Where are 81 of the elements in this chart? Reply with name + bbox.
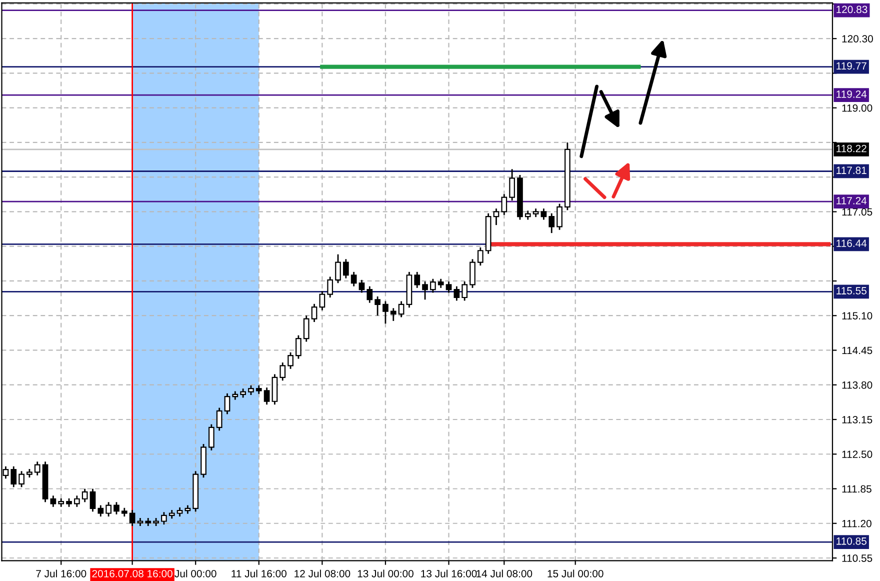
y-tick-label: 113.80: [842, 381, 872, 389]
y-tick-label: 113.15: [842, 416, 872, 424]
candlestick: [34, 460, 40, 476]
candlestick: [470, 258, 476, 289]
candlestick: [327, 276, 334, 298]
candlestick: [248, 384, 254, 396]
candlestick: [10, 466, 17, 488]
candlestick: [303, 314, 310, 342]
ref-line-label: 119.77: [836, 62, 866, 70]
candlestick: [224, 392, 230, 415]
y-tick-label: 119.00: [842, 104, 872, 112]
x-tick-label: 13 Jul 00:00: [358, 570, 414, 578]
candlestick: [422, 280, 428, 300]
candlestick: [446, 280, 452, 294]
candlestick: [311, 303, 318, 323]
ref-line-label: 110.85: [836, 537, 866, 545]
candlestick: [390, 307, 396, 322]
candlestick: [454, 286, 460, 302]
y-tick-label: 110.55: [842, 554, 872, 562]
candlestick: [342, 258, 349, 280]
candlestick: [288, 352, 294, 370]
y-tick-label: 114.45: [842, 346, 872, 354]
ref-line-label: 115.55: [836, 287, 866, 294]
candlestick: [176, 506, 183, 518]
candlestick: [556, 203, 562, 231]
candlestick: [82, 488, 88, 503]
candlestick: [350, 271, 357, 288]
candlestick: [114, 501, 120, 516]
x-tick-label: 13 Jul 16:00: [421, 570, 477, 578]
candlestick: [106, 501, 112, 518]
candlestick: [477, 246, 484, 266]
y-tick-label: 111.20: [842, 520, 872, 528]
candlestick: [524, 210, 531, 220]
candlestick: [548, 212, 555, 234]
x-tick-label: 12 Jul 08:00: [294, 570, 350, 578]
candlestick: [382, 300, 388, 324]
candlestick: [462, 280, 468, 302]
candlestick: [18, 470, 24, 488]
ref-line-label: 120.83: [836, 6, 868, 14]
candlestick: [540, 208, 547, 220]
x-tick-label: Jul 00:00: [174, 570, 216, 578]
candlestick: [374, 296, 380, 316]
y-tick-label: 111.85: [842, 485, 872, 493]
candlestick: [366, 286, 373, 304]
candlestick: [430, 278, 436, 294]
y-tick-label: 117.05: [842, 208, 872, 216]
x-tick-label: 15 Jul 00:00: [548, 570, 604, 578]
ref-line-label: 116.44: [836, 240, 867, 248]
y-tick-label: 120.30: [842, 35, 873, 42]
candlestick: [414, 271, 420, 289]
candlestick: [509, 168, 515, 202]
candlestick: [335, 254, 341, 284]
candlestick: [264, 386, 270, 406]
x-tick-label: 11 Jul 16:00: [232, 570, 286, 578]
candlestick: [438, 278, 444, 289]
ref-line-label: 117.24: [836, 197, 867, 204]
x-tick-label: 14 Jul 08:00: [476, 570, 532, 578]
candlestick: [90, 488, 96, 512]
ref-line-label: 118.22: [836, 144, 866, 152]
y-tick-label: 115.10: [842, 312, 872, 320]
candlestick: [50, 494, 56, 508]
candlestick: [216, 407, 222, 432]
ref-line-label: 119.24: [836, 90, 867, 98]
candlestick: [129, 509, 136, 527]
ref-line-label: 117.81: [836, 166, 866, 174]
candlestick: [240, 388, 246, 398]
candlestick: [74, 494, 80, 508]
candlestick: [296, 334, 302, 360]
x-tick-label: 7 Jul 16:00: [36, 570, 86, 578]
candlestick: [398, 300, 404, 318]
candlestick: [493, 208, 500, 226]
x-tick-label: 2016.07.08 16:00: [92, 570, 172, 578]
candlestick: [280, 362, 286, 382]
candlestick: [319, 290, 326, 311]
candlestick: [358, 279, 365, 294]
candlestick: [208, 424, 214, 452]
candlestick: [501, 193, 508, 216]
candlestick: [161, 511, 167, 526]
y-tick-label: 112.50: [842, 450, 872, 458]
candlestick: [272, 374, 278, 406]
candlestick: [98, 504, 104, 518]
